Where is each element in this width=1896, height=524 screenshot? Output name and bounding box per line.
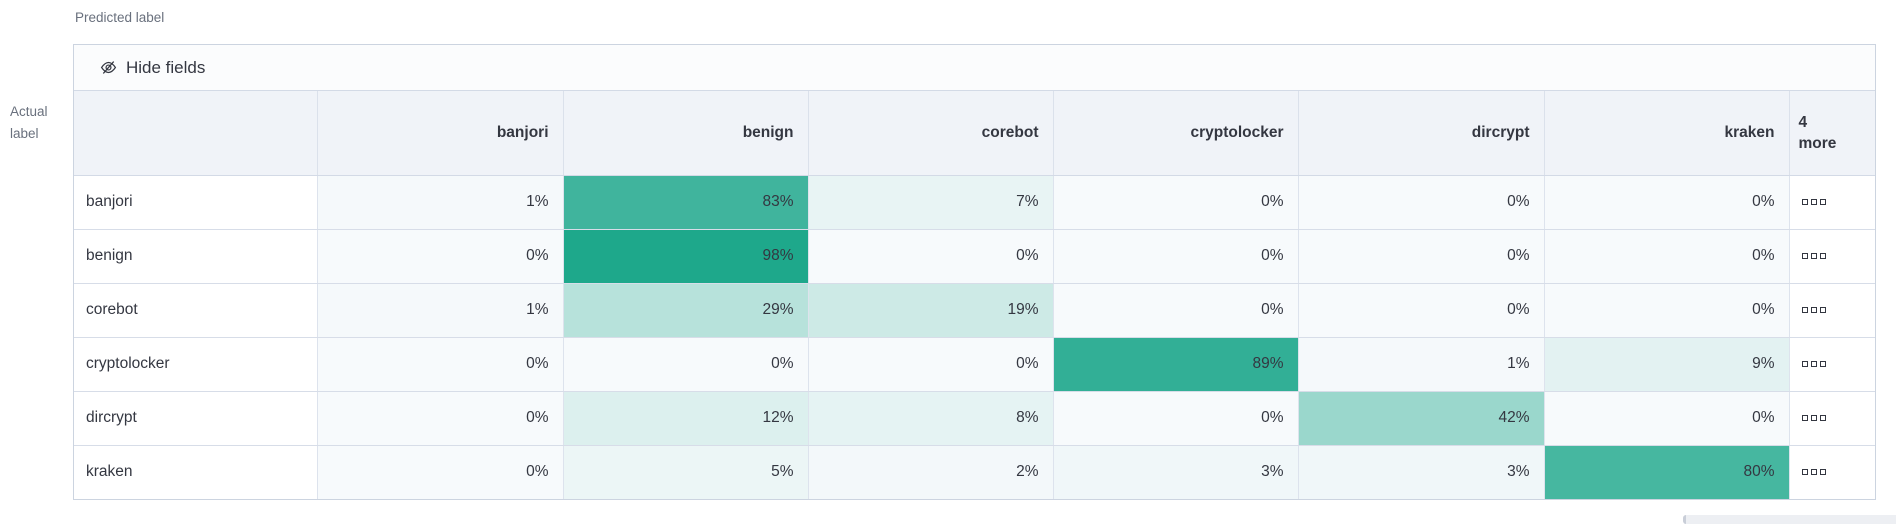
cell-cryptolocker-dircrypt: 1% xyxy=(1298,337,1545,392)
cell-kraken-kraken: 80% xyxy=(1544,445,1790,499)
cell-corebot-cryptolocker: 0% xyxy=(1053,283,1299,338)
cell-banjori-banjori: 1% xyxy=(317,175,564,230)
cell-corebot-kraken: 0% xyxy=(1544,283,1790,338)
actual-axis-label-line1: Actual xyxy=(10,104,48,119)
column-header-banjori[interactable]: banjori xyxy=(317,91,564,176)
row-overflow-cell-benign[interactable] xyxy=(1789,229,1876,284)
horizontal-scrollbar[interactable] xyxy=(1683,515,1896,524)
column-header-benign[interactable]: benign xyxy=(563,91,809,176)
cell-kraken-cryptolocker: 3% xyxy=(1053,445,1299,499)
boxes-horizontal-icon xyxy=(1790,199,1876,205)
cell-benign-dircrypt: 0% xyxy=(1298,229,1545,284)
cell-corebot-banjori: 1% xyxy=(317,283,564,338)
matrix-row-corebot: corebot 1% 29% 19% 0% 0% 0% xyxy=(74,283,1876,338)
row-overflow-cell-kraken[interactable] xyxy=(1789,445,1875,499)
cell-kraken-corebot: 2% xyxy=(808,445,1054,499)
boxes-horizontal-icon xyxy=(1790,361,1876,367)
cell-kraken-banjori: 0% xyxy=(317,445,564,499)
predicted-axis-label: Predicted label xyxy=(75,10,165,25)
cell-banjori-corebot: 7% xyxy=(808,175,1054,230)
cell-benign-banjori: 0% xyxy=(317,229,564,284)
overflow-word: more xyxy=(1798,134,1837,152)
matrix-row-benign: benign 0% 98% 0% 0% 0% 0% xyxy=(74,229,1876,284)
cell-cryptolocker-cryptolocker: 89% xyxy=(1053,337,1299,392)
cell-benign-cryptolocker: 0% xyxy=(1053,229,1299,284)
column-header-kraken[interactable]: kraken xyxy=(1544,91,1790,176)
boxes-horizontal-icon xyxy=(1790,307,1876,313)
row-label-benign: benign xyxy=(74,229,318,284)
cell-benign-benign: 98% xyxy=(563,229,809,284)
boxes-horizontal-icon xyxy=(1790,253,1876,259)
cell-dircrypt-cryptolocker: 0% xyxy=(1053,391,1299,446)
cell-dircrypt-kraken: 0% xyxy=(1544,391,1790,446)
cell-corebot-corebot: 19% xyxy=(808,283,1054,338)
cell-cryptolocker-corebot: 0% xyxy=(808,337,1054,392)
cell-dircrypt-benign: 12% xyxy=(563,391,809,446)
cell-cryptolocker-benign: 0% xyxy=(563,337,809,392)
columns-overflow-header[interactable]: 4 more xyxy=(1789,91,1875,176)
matrix-row-cryptolocker: cryptolocker 0% 0% 0% 89% 1% 9% xyxy=(74,337,1876,392)
row-overflow-cell-dircrypt[interactable] xyxy=(1789,391,1876,446)
row-label-dircrypt: dircrypt xyxy=(74,391,318,446)
cell-cryptolocker-banjori: 0% xyxy=(317,337,564,392)
row-label-kraken: kraken xyxy=(74,445,318,499)
matrix-row-dircrypt: dircrypt 0% 12% 8% 0% 42% 0% xyxy=(74,391,1876,446)
row-overflow-cell-cryptolocker[interactable] xyxy=(1789,337,1876,392)
row-label-corebot: corebot xyxy=(74,283,318,338)
column-header-corebot[interactable]: corebot xyxy=(808,91,1054,176)
column-header-cryptolocker[interactable]: cryptolocker xyxy=(1053,91,1299,176)
cell-dircrypt-corebot: 8% xyxy=(808,391,1054,446)
cell-banjori-dircrypt: 0% xyxy=(1298,175,1545,230)
hide-fields-label: Hide fields xyxy=(126,57,206,77)
hide-fields-button[interactable]: Hide fields xyxy=(100,58,205,78)
matrix-row-kraken: kraken 0% 5% 2% 3% 3% 80% xyxy=(74,445,1875,499)
cell-benign-kraken: 0% xyxy=(1544,229,1790,284)
overflow-count: 4 xyxy=(1798,113,1808,131)
corner-header-cell xyxy=(74,91,318,176)
cell-dircrypt-banjori: 0% xyxy=(317,391,564,446)
eye-closed-icon xyxy=(100,61,117,74)
cell-benign-corebot: 0% xyxy=(808,229,1054,284)
column-header-dircrypt[interactable]: dircrypt xyxy=(1298,91,1545,176)
cell-cryptolocker-kraken: 9% xyxy=(1544,337,1790,392)
boxes-horizontal-icon xyxy=(1790,415,1876,421)
confusion-matrix-table: banjori benign corebot cryptolocker dircrypt… xyxy=(74,91,1875,499)
cell-banjori-kraken: 0% xyxy=(1544,175,1790,230)
row-label-banjori: banjori xyxy=(74,175,318,230)
cell-kraken-dircrypt: 3% xyxy=(1298,445,1545,499)
cell-banjori-benign: 83% xyxy=(563,175,809,230)
actual-axis-label-line2: label xyxy=(10,126,39,141)
cell-corebot-benign: 29% xyxy=(563,283,809,338)
matrix-row-banjori: banjori 1% 83% 7% 0% 0% 0% xyxy=(74,175,1876,230)
confusion-matrix-panel: Hide fields banjori benign corebot cryptolo… xyxy=(73,44,1876,500)
row-label-cryptolocker: cryptolocker xyxy=(74,337,318,392)
cell-banjori-cryptolocker: 0% xyxy=(1053,175,1299,230)
cell-corebot-dircrypt: 0% xyxy=(1298,283,1545,338)
boxes-horizontal-icon xyxy=(1790,469,1876,476)
row-overflow-cell-corebot[interactable] xyxy=(1789,283,1876,338)
actual-axis-label: Actual label xyxy=(10,101,48,145)
row-overflow-cell-banjori[interactable] xyxy=(1789,175,1876,230)
grid-toolbar: Hide fields xyxy=(74,45,1875,91)
cell-dircrypt-dircrypt: 42% xyxy=(1298,391,1545,446)
header-row: banjori benign corebot cryptolocker dircrypt… xyxy=(74,91,1875,176)
cell-kraken-benign: 5% xyxy=(563,445,809,499)
